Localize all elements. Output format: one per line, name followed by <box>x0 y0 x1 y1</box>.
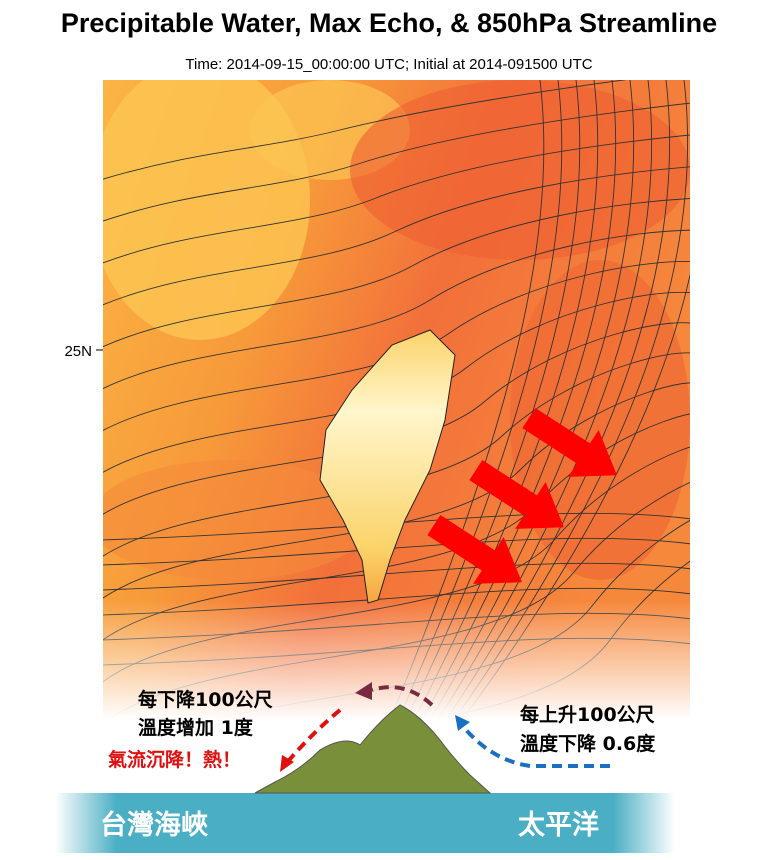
map <box>103 80 690 720</box>
wind-arrows <box>427 407 617 584</box>
streamline <box>103 352 690 557</box>
strait-label: 台灣海峽 <box>100 809 209 841</box>
annotation: 每上升100公尺 <box>520 703 655 726</box>
streamline <box>103 80 627 180</box>
annotation: 氣流沉降！熱！ <box>108 748 241 771</box>
streamline <box>103 166 690 306</box>
sea-band <box>55 793 675 853</box>
streamline <box>103 198 690 348</box>
streamline <box>103 134 690 264</box>
title: Precipitable Water, Max Echo, & 850hPa S… <box>61 8 717 38</box>
ocean-label: 太平洋 <box>518 809 599 841</box>
subtitle: Time: 2014-09-15_00:00:00 UTC; Initial a… <box>185 56 592 73</box>
mountain <box>254 704 492 794</box>
ascent-arrow <box>460 723 610 768</box>
streamline <box>103 291 690 473</box>
annotation: 每下降100公尺 <box>138 688 273 711</box>
streamline <box>103 322 690 515</box>
annotation: 溫度下降 0.6度 <box>520 732 656 755</box>
annotation: 溫度增加 1度 <box>138 716 254 739</box>
crest-arrow <box>371 685 434 707</box>
streamline <box>103 512 690 541</box>
lat-label: 25N <box>64 343 92 360</box>
streamline <box>103 413 690 641</box>
streamline <box>103 229 690 390</box>
streamline <box>103 562 690 591</box>
streamline <box>103 261 690 432</box>
